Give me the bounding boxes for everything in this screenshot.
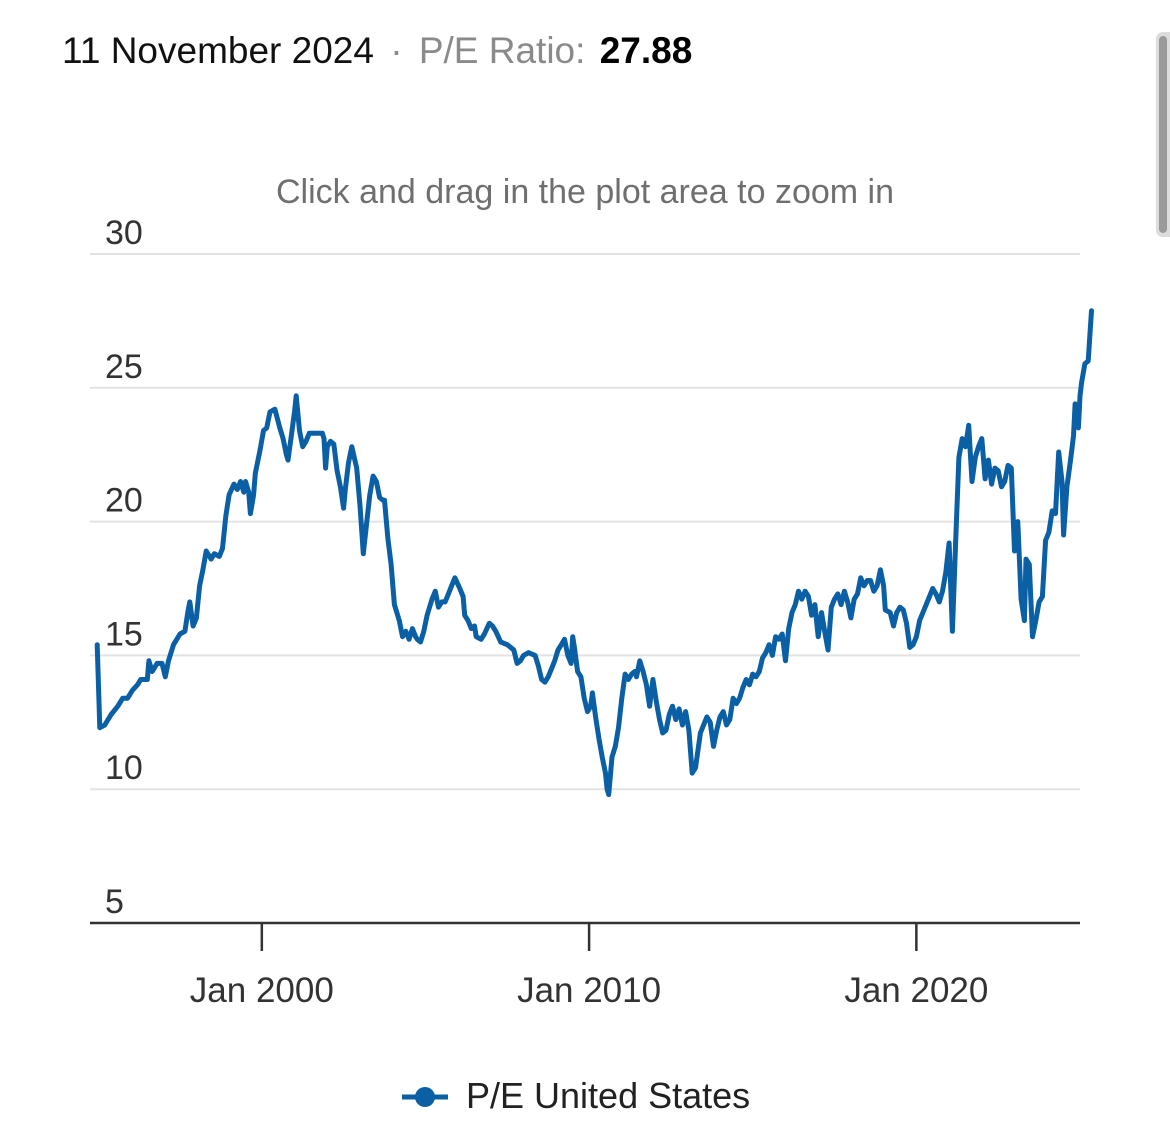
scrollbar-thumb[interactable] <box>1159 36 1167 233</box>
x-axis: Jan 2000 Jan 2010 Jan 2020 <box>90 921 1080 1010</box>
header-metric-value: 27.88 <box>599 30 693 71</box>
vertical-scrollbar[interactable] <box>1156 32 1170 237</box>
y-tick-label-20: 20 <box>105 482 143 520</box>
y-tick-label-30: 30 <box>105 214 143 252</box>
header-metric-label: P/E Ratio: <box>418 30 586 71</box>
y-tick-label-25: 25 <box>105 348 143 386</box>
y-tick-label-15: 15 <box>105 615 143 653</box>
header-separator: · <box>390 30 403 71</box>
chart-header: 11 November 2024 · P/E Ratio: 27.88 <box>62 28 692 74</box>
grid-lines <box>90 253 1080 791</box>
y-tick-label-10: 10 <box>105 749 143 787</box>
series-line-pe-united-states[interactable] <box>94 308 1094 798</box>
x-tick-label: Jan 2020 <box>844 971 988 1010</box>
legend-dot-marker <box>415 1087 435 1107</box>
header-date: 11 November 2024 <box>62 30 374 71</box>
legend-label: P/E United States <box>466 1075 750 1116</box>
zoom-hint: Click and drag in the plot area to zoom … <box>276 173 894 211</box>
x-tick-label: Jan 2010 <box>517 971 661 1010</box>
legend[interactable]: P/E United States <box>402 1075 750 1116</box>
y-tick-label-5: 5 <box>105 883 124 921</box>
y-axis-ticks: 5 10 15 20 25 30 <box>105 214 143 921</box>
x-tick-label: Jan 2000 <box>190 971 334 1010</box>
